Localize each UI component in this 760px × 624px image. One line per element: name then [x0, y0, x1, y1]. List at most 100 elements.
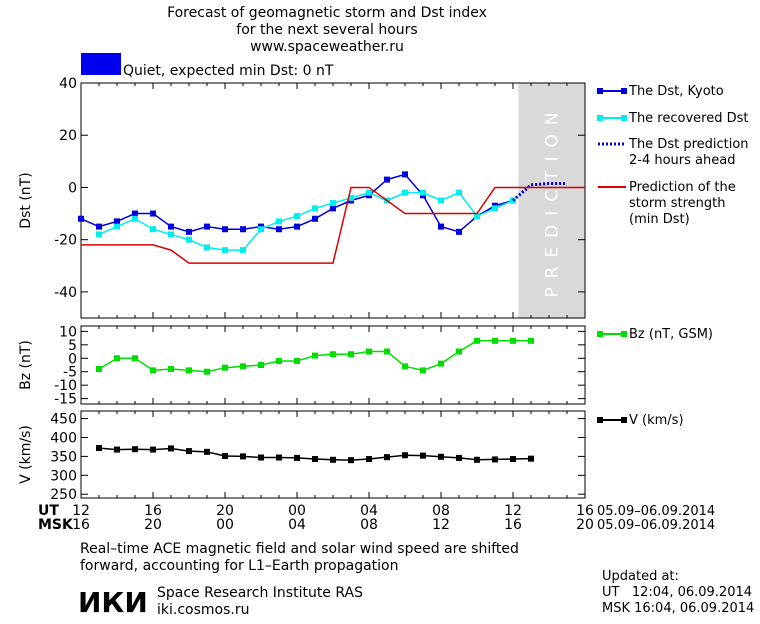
data-point [312, 205, 318, 212]
data-point [168, 366, 174, 373]
legend-marker [621, 331, 627, 337]
data-point [366, 348, 372, 355]
data-point [222, 247, 228, 254]
iki-logo: ИКИ [78, 586, 148, 619]
data-point [384, 348, 390, 355]
data-point [240, 226, 246, 233]
ut-tick-label: 16 [144, 503, 162, 519]
v-panel: 450 400 350 300 250 V (km/s) [18, 410, 586, 503]
legend: The Dst, Kyoto The recovered Dst The Dst p… [597, 84, 749, 428]
data-point [204, 223, 210, 230]
dst-panel: PREDICTION 40 20 0 -20 -40 Dst (nT) [18, 76, 586, 319]
data-point [78, 215, 84, 222]
msk-tick-label: 12 [432, 517, 450, 533]
data-point [348, 194, 354, 201]
legend-label: 2-4 hours ahead [629, 153, 735, 168]
data-point [528, 337, 534, 344]
msk-tick-label: 08 [360, 517, 378, 533]
data-point [204, 448, 210, 455]
x-axis-labels: UT MSK 05.09–06.09.2014 05.09–06.09.2014… [38, 503, 715, 533]
data-point [312, 215, 318, 222]
series-line [80, 173, 514, 233]
y-tick-label: 300 [50, 468, 77, 484]
updated-label: Updated at: [602, 569, 679, 584]
data-point [294, 223, 300, 230]
y-tick-label: -40 [54, 285, 77, 301]
legend-marker [597, 115, 603, 121]
ut-tick-label: 16 [576, 503, 594, 519]
msk-date-range: 05.09–06.09.2014 [597, 518, 715, 533]
y-tick-label: 20 [59, 128, 77, 144]
data-point [258, 454, 264, 461]
ut-tick-label: 00 [288, 503, 306, 519]
data-point [132, 210, 138, 217]
data-point [114, 218, 120, 225]
legend-marker [621, 115, 627, 121]
msk-tick-label: 04 [288, 517, 306, 533]
data-point [384, 176, 390, 183]
data-point [312, 456, 318, 463]
data-point [456, 454, 462, 461]
legend-marker [597, 88, 603, 94]
legend-label: (min Dst) [629, 212, 690, 227]
data-point [420, 367, 426, 374]
updated-msk: MSK 16:04, 06.09.2014 [602, 601, 754, 616]
data-point [168, 445, 174, 452]
data-point [186, 228, 192, 235]
data-point [384, 454, 390, 461]
data-point [294, 357, 300, 364]
legend-label: V (km/s) [629, 413, 684, 428]
data-point [366, 456, 372, 463]
institute-name: Space Research Institute RAS [157, 585, 363, 601]
data-point [132, 446, 138, 453]
data-point [492, 205, 498, 212]
institute-website: iki.cosmos.ru [157, 602, 249, 618]
data-point [96, 223, 102, 230]
data-point [402, 452, 408, 459]
y-axis-label: V (km/s) [18, 425, 34, 484]
data-point [240, 363, 246, 370]
y-tick-label: 250 [50, 487, 77, 503]
data-point [168, 231, 174, 238]
legend-marker [597, 417, 603, 423]
chart-title-line-1: Forecast of geomagnetic storm and Dst in… [167, 5, 487, 21]
series-line [81, 186, 585, 264]
data-point [294, 454, 300, 461]
chart-title-line-3: www.spaceweather.ru [250, 39, 404, 55]
data-point [474, 213, 480, 220]
data-point [114, 223, 120, 230]
data-point [240, 247, 246, 254]
ut-label: UT [38, 503, 59, 519]
data-point [114, 355, 120, 362]
data-point [294, 213, 300, 220]
legend-marker [621, 417, 627, 423]
data-point [330, 456, 336, 463]
y-tick-label: -20 [54, 233, 77, 249]
msk-tick-label: 16 [504, 517, 522, 533]
data-point [456, 189, 462, 196]
data-point [510, 456, 516, 463]
data-point [402, 189, 408, 196]
data-point [330, 205, 336, 212]
msk-label: MSK [38, 517, 74, 533]
y-tick-label: -10 [54, 378, 77, 394]
updated-ut: UT 12:04, 06.09.2014 [602, 585, 752, 600]
data-point [420, 452, 426, 459]
data-point [186, 448, 192, 455]
data-point [186, 236, 192, 243]
y-axis-label: Bz (nT) [18, 340, 34, 390]
data-point [96, 445, 102, 452]
data-point [276, 218, 282, 225]
legend-label: storm strength [629, 196, 726, 211]
data-point [132, 355, 138, 362]
ut-date-range: 05.09–06.09.2014 [597, 504, 715, 519]
msk-tick-label: 20 [576, 517, 594, 533]
y-tick-label: 0 [68, 180, 77, 196]
data-point [276, 226, 282, 233]
y-tick-label: 40 [59, 76, 77, 92]
ut-tick-label: 12 [72, 503, 90, 519]
y-axis-label: Dst (nT) [18, 172, 34, 228]
legend-label: Prediction of the [629, 180, 736, 195]
data-point [150, 210, 156, 217]
